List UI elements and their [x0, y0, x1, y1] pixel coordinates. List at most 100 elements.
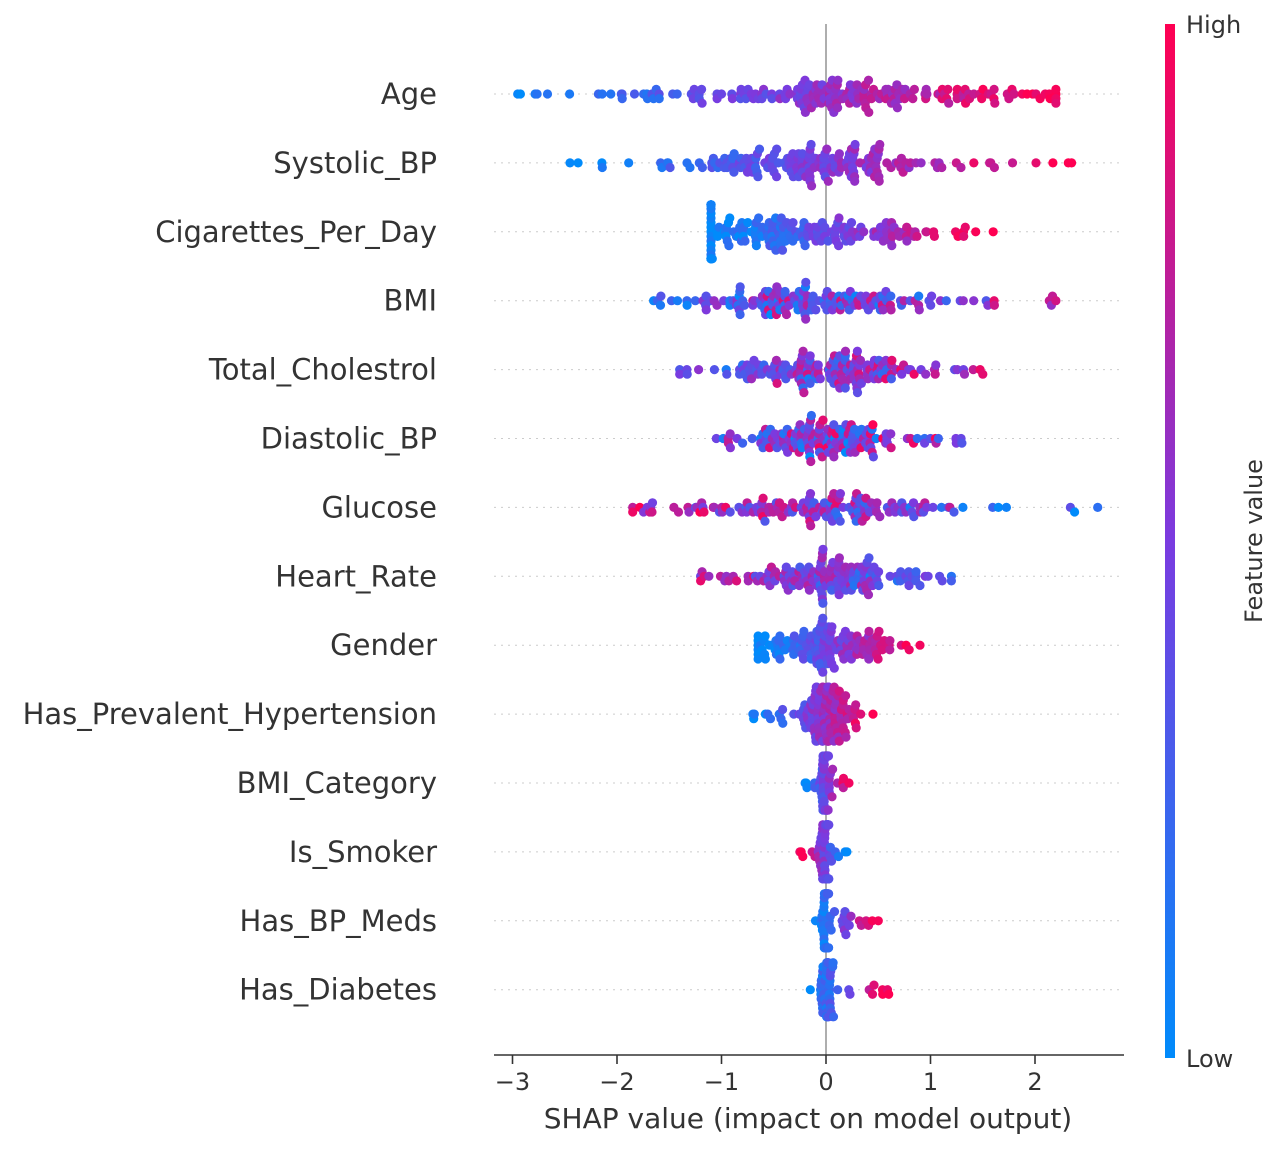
data-point [844, 778, 854, 788]
data-point [685, 162, 695, 173]
data-point [826, 856, 837, 866]
data-point [804, 585, 815, 595]
data-point [799, 388, 809, 398]
data-point [908, 498, 919, 508]
data-point [818, 667, 828, 677]
data-point [749, 709, 759, 719]
data-point [813, 360, 823, 370]
data-point [851, 700, 861, 710]
data-point [811, 305, 821, 315]
data-point [772, 144, 782, 154]
data-point [672, 89, 682, 99]
data-point [834, 149, 845, 159]
data-point [989, 84, 999, 94]
data-point [654, 94, 664, 104]
data-point [855, 355, 866, 365]
data-point [834, 736, 844, 746]
feature-label: Systolic_BP [273, 146, 437, 180]
feature-label: Is_Smoker [289, 835, 437, 869]
data-point [928, 502, 938, 512]
data-point [628, 507, 638, 517]
data-point [565, 158, 575, 168]
data-point [867, 989, 878, 999]
colorbar [1165, 24, 1175, 1058]
data-point [797, 149, 808, 159]
data-point [824, 874, 834, 884]
x-tick-label: 0 [818, 1068, 833, 1096]
data-point [777, 245, 788, 255]
data-point [780, 286, 790, 297]
data-point [655, 300, 666, 310]
data-point [709, 365, 720, 375]
data-point [778, 704, 788, 715]
feature-label: Total_Cholestrol [208, 353, 437, 387]
data-point [841, 691, 851, 701]
data-point [829, 663, 839, 673]
data-point [957, 438, 967, 448]
data-point [682, 369, 692, 379]
data-point [801, 314, 811, 324]
data-point [990, 98, 1000, 108]
data-point [771, 355, 782, 365]
data-point [818, 415, 828, 425]
data-point [834, 213, 844, 223]
data-point [1051, 98, 1061, 108]
data-point [915, 640, 925, 650]
data-points [513, 75, 1103, 1022]
data-point [772, 172, 782, 182]
data-point [712, 300, 722, 310]
data-point [840, 383, 850, 393]
data-point [931, 360, 941, 370]
data-point [1001, 502, 1012, 512]
data-point [824, 943, 834, 953]
data-point [868, 452, 879, 462]
data-point [852, 388, 863, 398]
data-point [713, 231, 723, 241]
data-point [971, 227, 981, 237]
data-point [875, 139, 885, 150]
data-point [989, 300, 1000, 310]
data-point [738, 438, 748, 448]
data-point [875, 511, 885, 522]
data-point [841, 732, 851, 742]
data-point [914, 305, 924, 315]
data-point [760, 631, 770, 641]
data-point [1009, 89, 1019, 99]
data-point [697, 84, 707, 94]
data-point [904, 645, 914, 655]
data-point [772, 378, 782, 388]
data-point [573, 158, 583, 168]
data-point [956, 162, 966, 173]
data-point [656, 291, 666, 301]
data-point [846, 218, 857, 228]
data-point [806, 139, 816, 150]
data-point [846, 911, 856, 921]
data-point [665, 162, 675, 173]
data-point [886, 429, 896, 439]
x-axis-label: SHAP value (impact on model output) [544, 1102, 1072, 1135]
data-point [801, 277, 811, 287]
data-point [724, 241, 734, 251]
data-point [824, 820, 834, 830]
data-point [725, 213, 735, 223]
data-point [841, 930, 851, 940]
x-tick-label: −3 [495, 1068, 530, 1096]
data-point [916, 158, 926, 168]
data-point [993, 502, 1004, 512]
data-point [735, 282, 745, 292]
data-point [828, 958, 838, 968]
data-point [874, 567, 884, 577]
data-point [874, 176, 884, 186]
data-point [753, 172, 763, 182]
data-point [740, 236, 750, 246]
data-point [937, 576, 947, 586]
data-point [647, 507, 657, 517]
data-point [909, 84, 920, 94]
data-point [943, 84, 953, 94]
data-point [887, 241, 897, 251]
data-point [834, 590, 844, 600]
data-point [1067, 158, 1077, 168]
data-point [826, 925, 836, 935]
data-point [729, 149, 739, 159]
data-point [864, 626, 874, 637]
